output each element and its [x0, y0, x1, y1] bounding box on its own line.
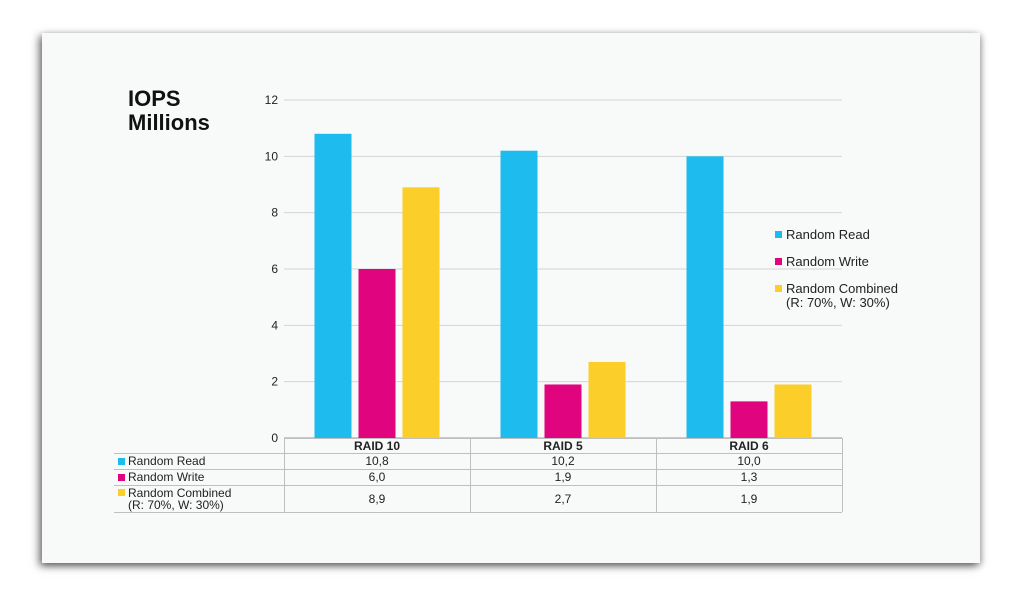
table-cell-random-read-raid-5: 10,2 [551, 454, 575, 468]
legend-swatch-random-combined [775, 285, 782, 292]
bar-raid-5-random-combined [588, 361, 626, 438]
table-row-label-random-write: Random Write [128, 470, 205, 484]
y-tick-label-0: 0 [271, 431, 278, 445]
bar-raid-6-random-read [686, 156, 724, 438]
table-row-label-random-read: Random Read [128, 454, 206, 468]
chart-title-line-1: IOPS [128, 86, 181, 111]
chart-title-line-2: Millions [128, 110, 210, 135]
table-cell-random-combined-raid-6: 1,9 [740, 491, 758, 506]
table-header-raid-5: RAID 5 [543, 439, 583, 453]
y-tick-label-4: 4 [271, 318, 278, 332]
table-cell-random-write-raid-5: 1,9 [554, 470, 572, 484]
bar-raid-10-random-combined [402, 187, 440, 438]
table-hline [114, 453, 842, 454]
y-tick-label-10: 10 [265, 149, 279, 163]
table-row-label-random-combined: Random Combined (R: 70%, W: 30%) [128, 485, 232, 512]
table-hline [284, 438, 842, 439]
bar-chart: 0 2 4 6 8 10 12 [265, 93, 842, 445]
table-swatch-random-combined [118, 489, 125, 496]
table-swatch-random-read [118, 457, 125, 465]
table-vline [470, 438, 471, 512]
chart-title: IOPS Millions [128, 87, 210, 135]
y-tick-label-2: 2 [271, 375, 278, 389]
table-cell-random-combined-raid-10: 8,9 [368, 491, 386, 506]
bar-raid-6-random-combined [774, 384, 812, 438]
table-swatch-random-write [118, 473, 125, 481]
table-vline [656, 438, 657, 512]
y-tick-label-6: 6 [271, 262, 278, 276]
legend-swatch-random-write [775, 258, 782, 265]
y-tick-label-8: 8 [271, 206, 278, 220]
bar-raid-10-random-read [314, 133, 352, 439]
legend-label-random-combined: Random Combined (R: 70%, W: 30%) [786, 281, 899, 310]
y-tick-label-12: 12 [265, 93, 279, 107]
table-hline [114, 485, 842, 486]
bar-raid-5-random-write [544, 384, 582, 438]
bar-raid-6-random-write [730, 401, 768, 438]
table-cell-random-write-raid-6: 1,3 [740, 470, 758, 484]
table-cell-random-combined-raid-5: 2,7 [554, 491, 572, 506]
bar-raid-5-random-read [500, 150, 538, 438]
chart-card: IOPS Millions 0 2 4 6 8 10 12 Random Read Rand… [42, 33, 980, 563]
table-vline [284, 438, 285, 512]
table-header-raid-10: RAID 10 [353, 439, 400, 453]
table-header-raid-6: RAID 6 [729, 439, 769, 453]
table-cell-random-read-raid-6: 10,0 [737, 454, 761, 468]
legend-label-random-read: Random Read [786, 227, 870, 242]
bar-raid-10-random-write [358, 269, 396, 438]
table-vline [842, 438, 843, 512]
table-cell-random-write-raid-10: 6,0 [368, 470, 386, 484]
legend-label-random-write: Random Write [786, 254, 869, 269]
legend-swatch-random-read [775, 231, 782, 238]
table-hline [114, 469, 842, 470]
table-cell-random-read-raid-10: 10,8 [365, 454, 389, 468]
table-hline [114, 512, 842, 513]
